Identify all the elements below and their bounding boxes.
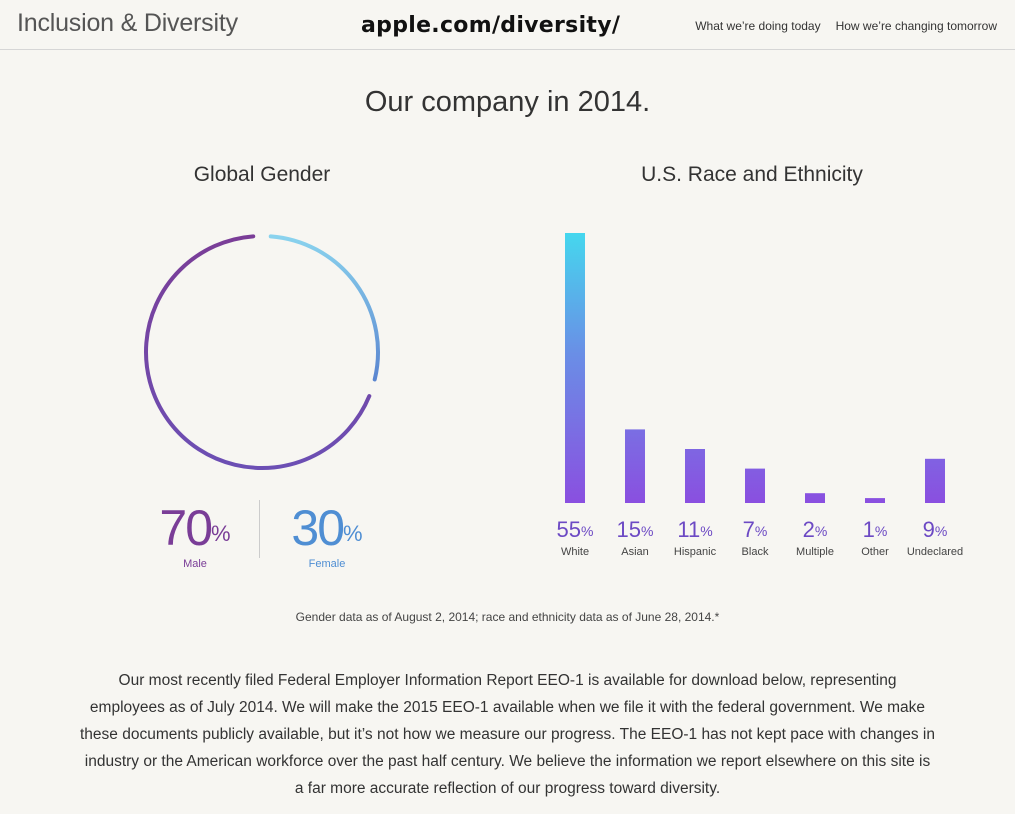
female-stat: 30% Female [282, 500, 372, 570]
bar-asian [625, 429, 645, 503]
donut-segment-male [144, 234, 372, 470]
race-category-label: Asian [621, 546, 649, 558]
male-label: Male [183, 558, 207, 570]
nav-link-tomorrow[interactable]: How we’re changing tomorrow [835, 19, 997, 33]
bar-white [565, 233, 585, 503]
race-column-undeclared: 9% Undeclared [895, 517, 975, 558]
race-category-label: Undeclared [906, 546, 964, 558]
bar-undeclared [925, 458, 945, 503]
race-value: 9% [922, 517, 948, 542]
gender-donut-chart [144, 234, 380, 470]
race-value: 7% [742, 517, 768, 542]
bar-black [745, 468, 765, 503]
male-stat: 70% Male [150, 500, 240, 570]
url-overlay-caption: apple.com/diversity/ [361, 13, 621, 38]
nav-link-today[interactable]: What we’re doing today [695, 19, 821, 33]
female-percent: 30% [291, 500, 363, 556]
brand-title[interactable]: Inclusion & Diversity [17, 9, 238, 37]
race-column-white: 55% White [535, 517, 615, 558]
race-value: 2% [802, 517, 828, 542]
race-category-label: Multiple [796, 546, 834, 558]
race-value: 1% [862, 517, 888, 542]
race-section-title: U.S. Race and Ethnicity [641, 163, 863, 186]
bar-multiple [805, 493, 825, 503]
race-category-label: Other [861, 546, 889, 558]
gender-section-title: Global Gender [193, 163, 331, 186]
race-category-label: Black [741, 546, 769, 558]
race-column-multiple: 2% Multiple [775, 517, 855, 558]
male-percent: 70% [159, 500, 231, 556]
race-column-asian: 15% Asian [595, 517, 675, 558]
donut-segment-female [268, 234, 380, 382]
race-column-other: 1% Other [835, 517, 915, 558]
nav-links: What we’re doing today How we’re changin… [695, 19, 997, 33]
bar-hispanic [685, 449, 705, 503]
race-category-label: White [560, 546, 590, 558]
data-footnote: Gender data as of August 2, 2014; race a… [295, 610, 720, 624]
race-value: 55% [556, 517, 594, 542]
race-column-black: 7% Black [715, 517, 795, 558]
race-value: 15% [616, 517, 654, 542]
bar-other [865, 498, 885, 503]
female-label: Female [308, 558, 346, 570]
race-bar-chart [565, 233, 945, 503]
race-category-label: Hispanic [673, 546, 717, 558]
page-headline: Our company in 2014. [364, 86, 651, 118]
gender-divider [259, 500, 260, 558]
race-value: 11% [677, 517, 713, 542]
eeo1-description: Our most recently filed Federal Employer… [80, 672, 935, 797]
race-column-hispanic: 11% Hispanic [655, 517, 735, 558]
top-navigation-bar: Inclusion & Diversity apple.com/diversit… [0, 0, 1015, 50]
